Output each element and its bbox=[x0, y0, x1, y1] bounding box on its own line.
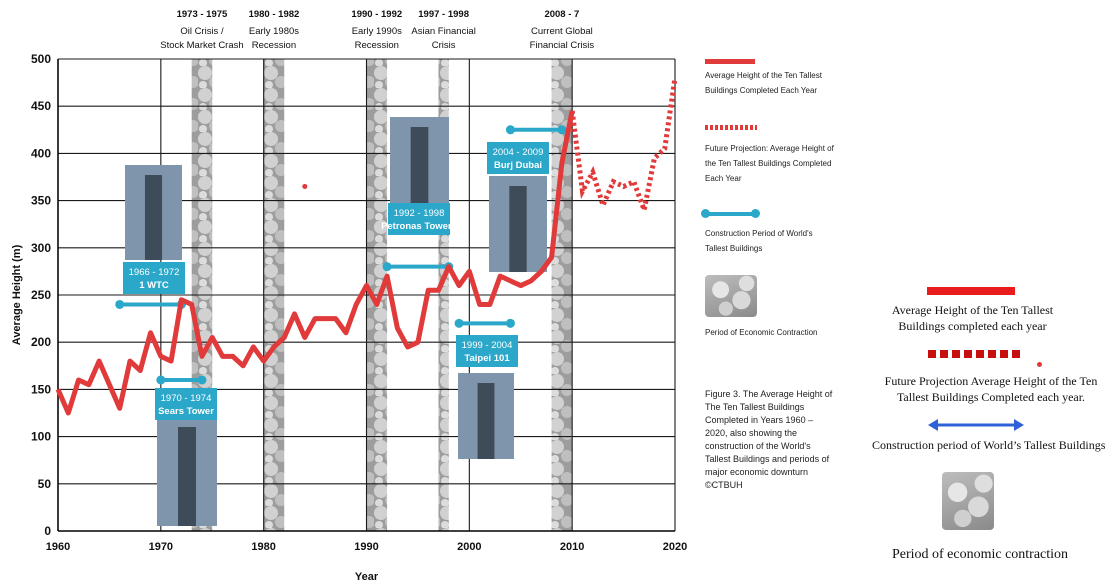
contraction-desc-label: Crisis bbox=[432, 40, 456, 51]
building-label-box bbox=[388, 203, 450, 235]
contraction-desc-label: Early 1990s bbox=[352, 26, 402, 37]
contraction-desc-label: Current Global bbox=[531, 26, 593, 37]
building-label-box bbox=[155, 388, 217, 420]
legend2-dotted-swatch bbox=[928, 350, 1020, 358]
contraction-desc-label: Early 1980s bbox=[249, 26, 299, 37]
contraction-desc-label: Oil Crisis / bbox=[180, 26, 224, 37]
building-name-label: Taipei 101 bbox=[464, 353, 510, 364]
legend-contraction-label: Period of Economic Contraction bbox=[705, 328, 818, 337]
y-tick-label: 350 bbox=[31, 194, 51, 208]
building-name-label: 1 WTC bbox=[139, 280, 169, 291]
y-tick-label: 250 bbox=[31, 288, 51, 302]
legend2-double-arrow bbox=[928, 419, 1024, 431]
contraction-years-label: 1990 - 1992 bbox=[351, 9, 402, 20]
x-tick-label: 1990 bbox=[354, 541, 378, 553]
contraction-desc-label: Financial Crisis bbox=[530, 40, 595, 51]
building-years-label: 1999 - 2004 bbox=[462, 340, 513, 351]
building-silhouette bbox=[410, 127, 429, 209]
y-tick-label: 500 bbox=[31, 52, 51, 66]
building-silhouette bbox=[509, 186, 527, 272]
figure-caption: Figure 3. The Average Height of The Ten … bbox=[705, 389, 833, 490]
y-tick-label: 200 bbox=[31, 335, 51, 349]
contraction-desc-label: Recession bbox=[355, 40, 399, 51]
legend-construction-label: Construction Period of World's Tallest B… bbox=[705, 229, 813, 253]
y-tick-label: 50 bbox=[38, 477, 52, 491]
building-name-label: Sears Tower bbox=[158, 406, 214, 417]
building-silhouette bbox=[178, 427, 196, 526]
construction-bar-end bbox=[557, 125, 567, 135]
legend2-construction-label: Construction period of World’s Tallest B… bbox=[872, 438, 1106, 452]
legend-construction-dot-right bbox=[751, 209, 760, 218]
construction-bar-start bbox=[382, 262, 392, 272]
legend-dotted-swatch bbox=[705, 125, 757, 130]
building-silhouette bbox=[144, 175, 163, 260]
legend-solid-label: Average Height of the Ten Tallest Buildi… bbox=[705, 71, 822, 95]
building-label-box bbox=[487, 142, 549, 174]
legend2-coin-swatch bbox=[942, 472, 994, 530]
y-axis-label: Average Height (m) bbox=[11, 244, 23, 345]
y-tick-label: 400 bbox=[31, 146, 51, 160]
x-tick-label: 2020 bbox=[663, 541, 687, 553]
x-tick-label: 2000 bbox=[457, 541, 481, 553]
building-years-label: 2004 - 2009 bbox=[493, 147, 544, 158]
construction-bar-start bbox=[115, 299, 125, 309]
contraction-desc-label: Recession bbox=[252, 40, 296, 51]
x-tick-label: 2010 bbox=[560, 541, 584, 553]
building-name-label: Petronas Towers bbox=[381, 221, 457, 232]
legend-construction-dot-left bbox=[701, 209, 710, 218]
contraction-years-label: 1997 - 1998 bbox=[418, 9, 469, 20]
legend2-red-dot bbox=[1037, 362, 1042, 367]
legend2-solid-swatch bbox=[927, 287, 1015, 295]
y-tick-label: 0 bbox=[44, 524, 51, 538]
building-years-label: 1992 - 1998 bbox=[394, 208, 445, 219]
legend-coin-swatch bbox=[705, 275, 757, 317]
construction-bar-start bbox=[156, 375, 166, 385]
legend2-dotted-label: Future Projection Average Height of the … bbox=[884, 374, 1098, 404]
contraction-years-label: 1973 - 1975 bbox=[177, 9, 228, 20]
construction-bar-start bbox=[454, 318, 464, 328]
legend2-solid-label: Average Height of the Ten Tallest Buildi… bbox=[891, 303, 1054, 333]
x-tick-label: 1960 bbox=[46, 541, 70, 553]
contraction-desc-label: Asian Financial bbox=[411, 26, 475, 37]
legend2-contraction-label: Period of economic contraction bbox=[891, 547, 1069, 562]
outlier-point bbox=[302, 183, 308, 189]
building-silhouette bbox=[477, 383, 495, 459]
legend-dotted-label: Future Projection: Average Height of the… bbox=[705, 144, 834, 183]
construction-bar-end bbox=[505, 318, 515, 328]
legend-solid-swatch bbox=[705, 59, 755, 64]
y-tick-label: 100 bbox=[31, 430, 51, 444]
building-name-label: Burj Dubai bbox=[494, 160, 542, 171]
legend-construction-swatch bbox=[705, 212, 755, 216]
construction-bar-end bbox=[197, 375, 207, 385]
building-label-box bbox=[456, 335, 518, 367]
building-years-label: 1970 - 1974 bbox=[161, 393, 212, 404]
building-years-label: 1966 - 1972 bbox=[129, 267, 180, 278]
series-line-projection bbox=[569, 77, 678, 220]
construction-bar-start bbox=[505, 125, 515, 135]
contraction-desc-label: Stock Market Crash bbox=[160, 40, 243, 51]
contraction-years-label: 2008 - 7 bbox=[544, 9, 579, 20]
y-tick-label: 450 bbox=[31, 99, 51, 113]
y-tick-label: 150 bbox=[31, 382, 51, 396]
x-tick-label: 1970 bbox=[149, 541, 173, 553]
x-tick-label: 1980 bbox=[251, 541, 275, 553]
x-axis-label: Year bbox=[355, 571, 379, 583]
contraction-years-label: 1980 - 1982 bbox=[249, 9, 300, 20]
building-label-box bbox=[123, 262, 185, 294]
y-tick-label: 300 bbox=[31, 241, 51, 255]
